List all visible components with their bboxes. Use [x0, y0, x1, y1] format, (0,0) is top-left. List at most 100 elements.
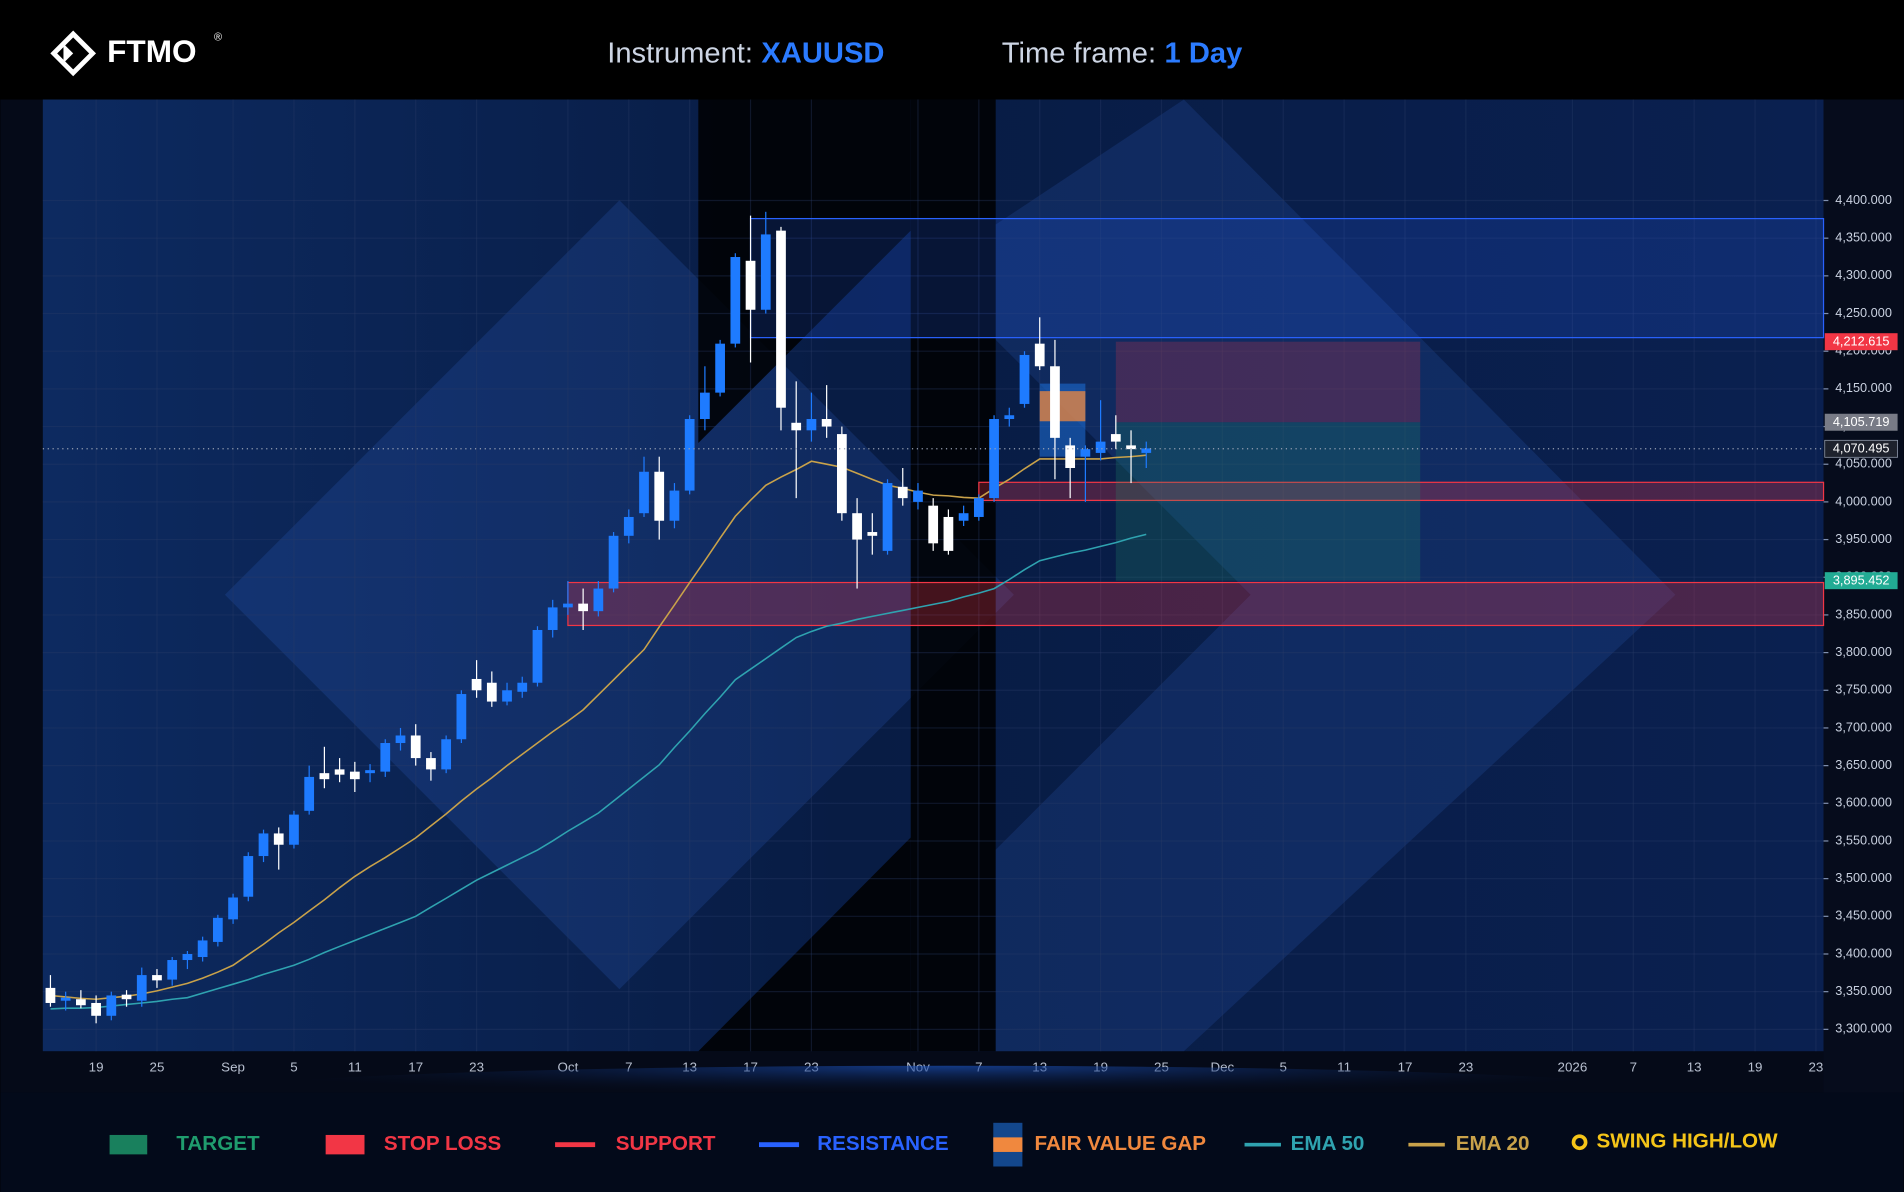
candle-body: [791, 422, 802, 431]
candle-body: [852, 513, 862, 540]
candle-body: [989, 419, 999, 499]
candle-body: [456, 694, 467, 740]
y-tick-label: 3,500.000: [1835, 870, 1892, 885]
legend-label: SWING HIGH/LOW: [1597, 1130, 1779, 1153]
fvg-gap: [1039, 391, 1086, 422]
candle-body: [319, 773, 330, 780]
legend: TARGET STOP LOSS SUPPORT RESISTANCE FAIR VAL…: [109, 1122, 1779, 1167]
candle-body: [578, 603, 589, 612]
candle-body: [745, 260, 756, 310]
candle-body: [563, 603, 573, 608]
candle-body: [928, 505, 939, 544]
y-tick-label: 4,300.000: [1835, 267, 1892, 282]
x-tick-label: 23: [469, 1060, 484, 1075]
timeframe-label: Time frame:: [1002, 37, 1156, 69]
candle-body: [669, 490, 680, 521]
candle-body: [1004, 415, 1015, 420]
x-tick-label: 17: [1398, 1060, 1413, 1075]
candle-body: [532, 629, 543, 683]
brand: FTMO: [107, 33, 196, 69]
y-tick-label: 3,300.000: [1835, 1021, 1892, 1036]
legend-label: RESISTANCE: [817, 1132, 948, 1155]
legend-swatch: [1244, 1142, 1281, 1147]
x-tick-label: 19: [1748, 1060, 1763, 1075]
candle-body: [684, 419, 695, 491]
candle-body: [943, 516, 954, 551]
x-tick-label: 19: [89, 1060, 104, 1075]
legend-swatch: [1408, 1142, 1445, 1147]
timeframe: Time frame: 1 Day: [1002, 37, 1243, 69]
logo-icon-inner: [63, 43, 74, 64]
timeframe-value: 1 Day: [1165, 37, 1244, 69]
candle-body: [486, 682, 497, 702]
candle-body: [867, 532, 878, 536]
y-tick-label: 3,800.000: [1835, 644, 1892, 659]
candle-body: [760, 234, 771, 310]
candle-body: [349, 771, 360, 780]
instrument: Instrument: XAUUSD: [607, 37, 884, 69]
candle-body: [806, 419, 817, 431]
y-tick-label: 3,750.000: [1835, 682, 1892, 697]
candle-body: [608, 535, 619, 589]
price-label-bg: [1824, 439, 1898, 458]
x-tick-label: 13: [1687, 1060, 1702, 1075]
y-tick-label: 3,350.000: [1835, 983, 1892, 998]
support-zone: [567, 581, 1825, 627]
candle-body: [593, 588, 604, 612]
candle-body: [1050, 366, 1060, 438]
candle-body: [76, 999, 86, 1006]
legend-swatch: [555, 1142, 596, 1148]
bg-decor: [698, 99, 911, 444]
target-zone: [1115, 422, 1421, 581]
y-tick-label: 3,450.000: [1835, 908, 1892, 923]
candle-body: [897, 486, 908, 499]
price-label: 4,070.495: [1833, 441, 1890, 456]
support-zone: [978, 481, 1825, 501]
candle-body: [197, 940, 208, 958]
y-tick-label: 3,600.000: [1835, 795, 1892, 810]
candle-body: [1126, 445, 1136, 450]
legend-glow: [218, 1065, 1676, 1120]
price-label-bg: [1824, 572, 1898, 590]
candle-body: [258, 833, 269, 857]
ema-line: [50, 533, 1147, 1010]
legend-swatch: [1571, 1134, 1588, 1151]
y-tick-label: 4,050.000: [1835, 456, 1892, 471]
candle-body: [45, 987, 56, 1003]
legend-label: FAIR VALUE GAP: [1035, 1132, 1207, 1155]
candle-body: [913, 490, 923, 502]
candle-body: [121, 994, 132, 1000]
bg-decor: [698, 837, 911, 1052]
price-label-bg: [1824, 333, 1898, 351]
candle-body: [1110, 434, 1121, 442]
candle-body: [395, 735, 406, 744]
candle-body: [1141, 448, 1152, 453]
bg-decor: [224, 200, 1014, 990]
candle-body: [106, 995, 117, 1016]
instrument-value: XAUUSD: [761, 37, 884, 69]
legend-swatch: [758, 1142, 800, 1148]
legend-swatch: [325, 1134, 365, 1155]
legend-label: TARGET: [176, 1132, 260, 1155]
candle-body: [228, 897, 238, 920]
candle-body: [152, 975, 162, 981]
x-tick-label: 7: [1630, 1060, 1637, 1075]
legend-swatch: [993, 1137, 1023, 1152]
logo-icon: [50, 30, 97, 77]
candle-body: [715, 343, 725, 393]
price-label: 4,105.719: [1833, 414, 1890, 429]
candle-body: [334, 769, 345, 775]
candle-body: [517, 682, 528, 692]
candle-body: [167, 960, 178, 980]
price-label: 3,895.452: [1833, 573, 1890, 588]
price-label-bg: [1824, 413, 1898, 431]
stop-loss-zone: [1115, 341, 1421, 423]
candle-body: [1019, 354, 1030, 404]
y-tick-label: 3,950.000: [1835, 531, 1892, 546]
y-tick-label: 3,400.000: [1835, 945, 1892, 960]
candle-body: [136, 975, 147, 1001]
candle-body: [547, 607, 558, 630]
candle-body: [821, 419, 832, 427]
candle-body: [182, 953, 193, 961]
